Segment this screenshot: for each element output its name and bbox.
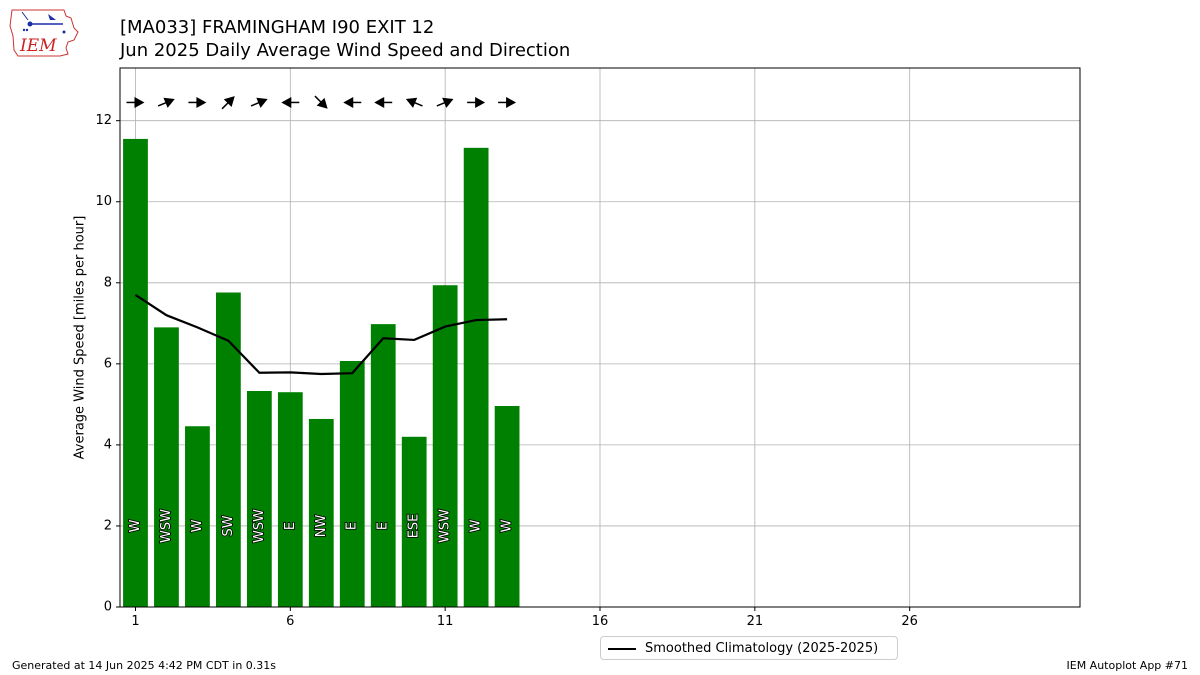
wind-arrow-head: [374, 96, 385, 108]
x-tick-label: 21: [747, 614, 764, 629]
legend-line-swatch: [608, 648, 636, 650]
bar-day-10: [401, 436, 427, 607]
direction-label: W: [128, 519, 143, 532]
wind-arrow-head: [316, 97, 328, 109]
wind-arrow-day-9: [374, 96, 393, 108]
legend: Smoothed Climatology (2025-2025): [600, 636, 898, 660]
y-tick-label: 0: [104, 600, 112, 615]
bar-day-8: [339, 361, 365, 607]
wind-arrow-head: [163, 97, 175, 108]
wind-arrow-head: [196, 96, 207, 108]
bar-day-4: [216, 292, 241, 607]
wind-arrow-day-12: [467, 96, 486, 108]
x-tick-label: 6: [286, 614, 294, 629]
direction-label: NW: [314, 515, 329, 538]
wind-arrow-head: [256, 97, 268, 108]
x-tick-label: 26: [901, 614, 918, 629]
y-tick-label: 8: [104, 275, 112, 290]
direction-label: SW: [221, 515, 236, 536]
x-tick-label: 16: [592, 614, 609, 629]
wind-arrow-day-8: [343, 96, 362, 108]
y-tick-label: 2: [104, 518, 112, 533]
wind-arrow-day-2: [157, 97, 175, 108]
direction-label: WSW: [438, 509, 453, 543]
wind-arrow-head: [475, 96, 486, 108]
bar-day-3: [185, 426, 210, 607]
direction-label: ESE: [407, 514, 422, 539]
bar-day-7: [308, 418, 334, 607]
y-tick-label: 12: [95, 113, 112, 128]
bar-day-1: [123, 138, 148, 607]
wind-arrow-head: [405, 97, 418, 108]
y-tick-label: 6: [104, 356, 112, 371]
iem-logo: IEM: [9, 9, 79, 57]
wind-arrow-head: [223, 96, 235, 108]
bar-day-12: [463, 147, 489, 607]
wind-arrow-day-13: [498, 96, 517, 108]
climatology-line: [134, 294, 508, 376]
wind-arrow-day-1: [126, 96, 145, 108]
bar-day-2: [154, 327, 179, 607]
direction-label: W: [500, 519, 515, 532]
direction-label: E: [376, 522, 391, 530]
direction-label: WSW: [159, 509, 174, 543]
wind-arrow-day-6: [281, 96, 300, 108]
direction-label: E: [345, 522, 360, 530]
y-axis-label: Average Wind Speed [miles per hour]: [73, 216, 88, 460]
wind-arrow-head: [281, 96, 292, 108]
legend-label: Smoothed Climatology (2025-2025): [645, 641, 879, 656]
wind-arrow-head: [343, 96, 354, 108]
bar-day-6: [277, 392, 303, 607]
wind-arrow-day-7: [314, 95, 328, 109]
direction-label: WSW: [252, 509, 267, 543]
wind-arrow-day-5: [250, 97, 268, 108]
wind-arrow-day-4: [221, 96, 235, 110]
bar-day-9: [370, 324, 396, 607]
footer-generated-text: Generated at 14 Jun 2025 4:42 PM CDT in …: [12, 659, 277, 672]
bar-day-5: [246, 390, 272, 607]
y-tick-label: 10: [95, 194, 112, 209]
wind-arrow-day-11: [436, 97, 454, 108]
bar-day-11: [432, 285, 458, 607]
footer-app-label: IEM Autoplot App #71: [1066, 659, 1189, 672]
x-tick-label: 1: [131, 614, 139, 629]
wind-arrow-head: [506, 96, 517, 108]
x-tick-label: 11: [437, 614, 454, 629]
wind-arrow-day-10: [405, 97, 423, 108]
direction-label: W: [469, 519, 484, 532]
wind-arrow-head: [134, 96, 145, 108]
chart-title: [MA033] FRAMINGHAM I90 EXIT 12: [120, 17, 435, 38]
chart-subtitle: Jun 2025 Daily Average Wind Speed and Di…: [120, 40, 571, 61]
wind-arrow-head: [442, 97, 454, 108]
wind-arrow-day-3: [188, 96, 207, 108]
logo-text: IEM: [19, 36, 57, 56]
bar-day-13: [494, 405, 520, 607]
direction-label: W: [190, 519, 205, 532]
direction-label: E: [283, 522, 298, 530]
y-tick-label: 4: [104, 437, 112, 452]
